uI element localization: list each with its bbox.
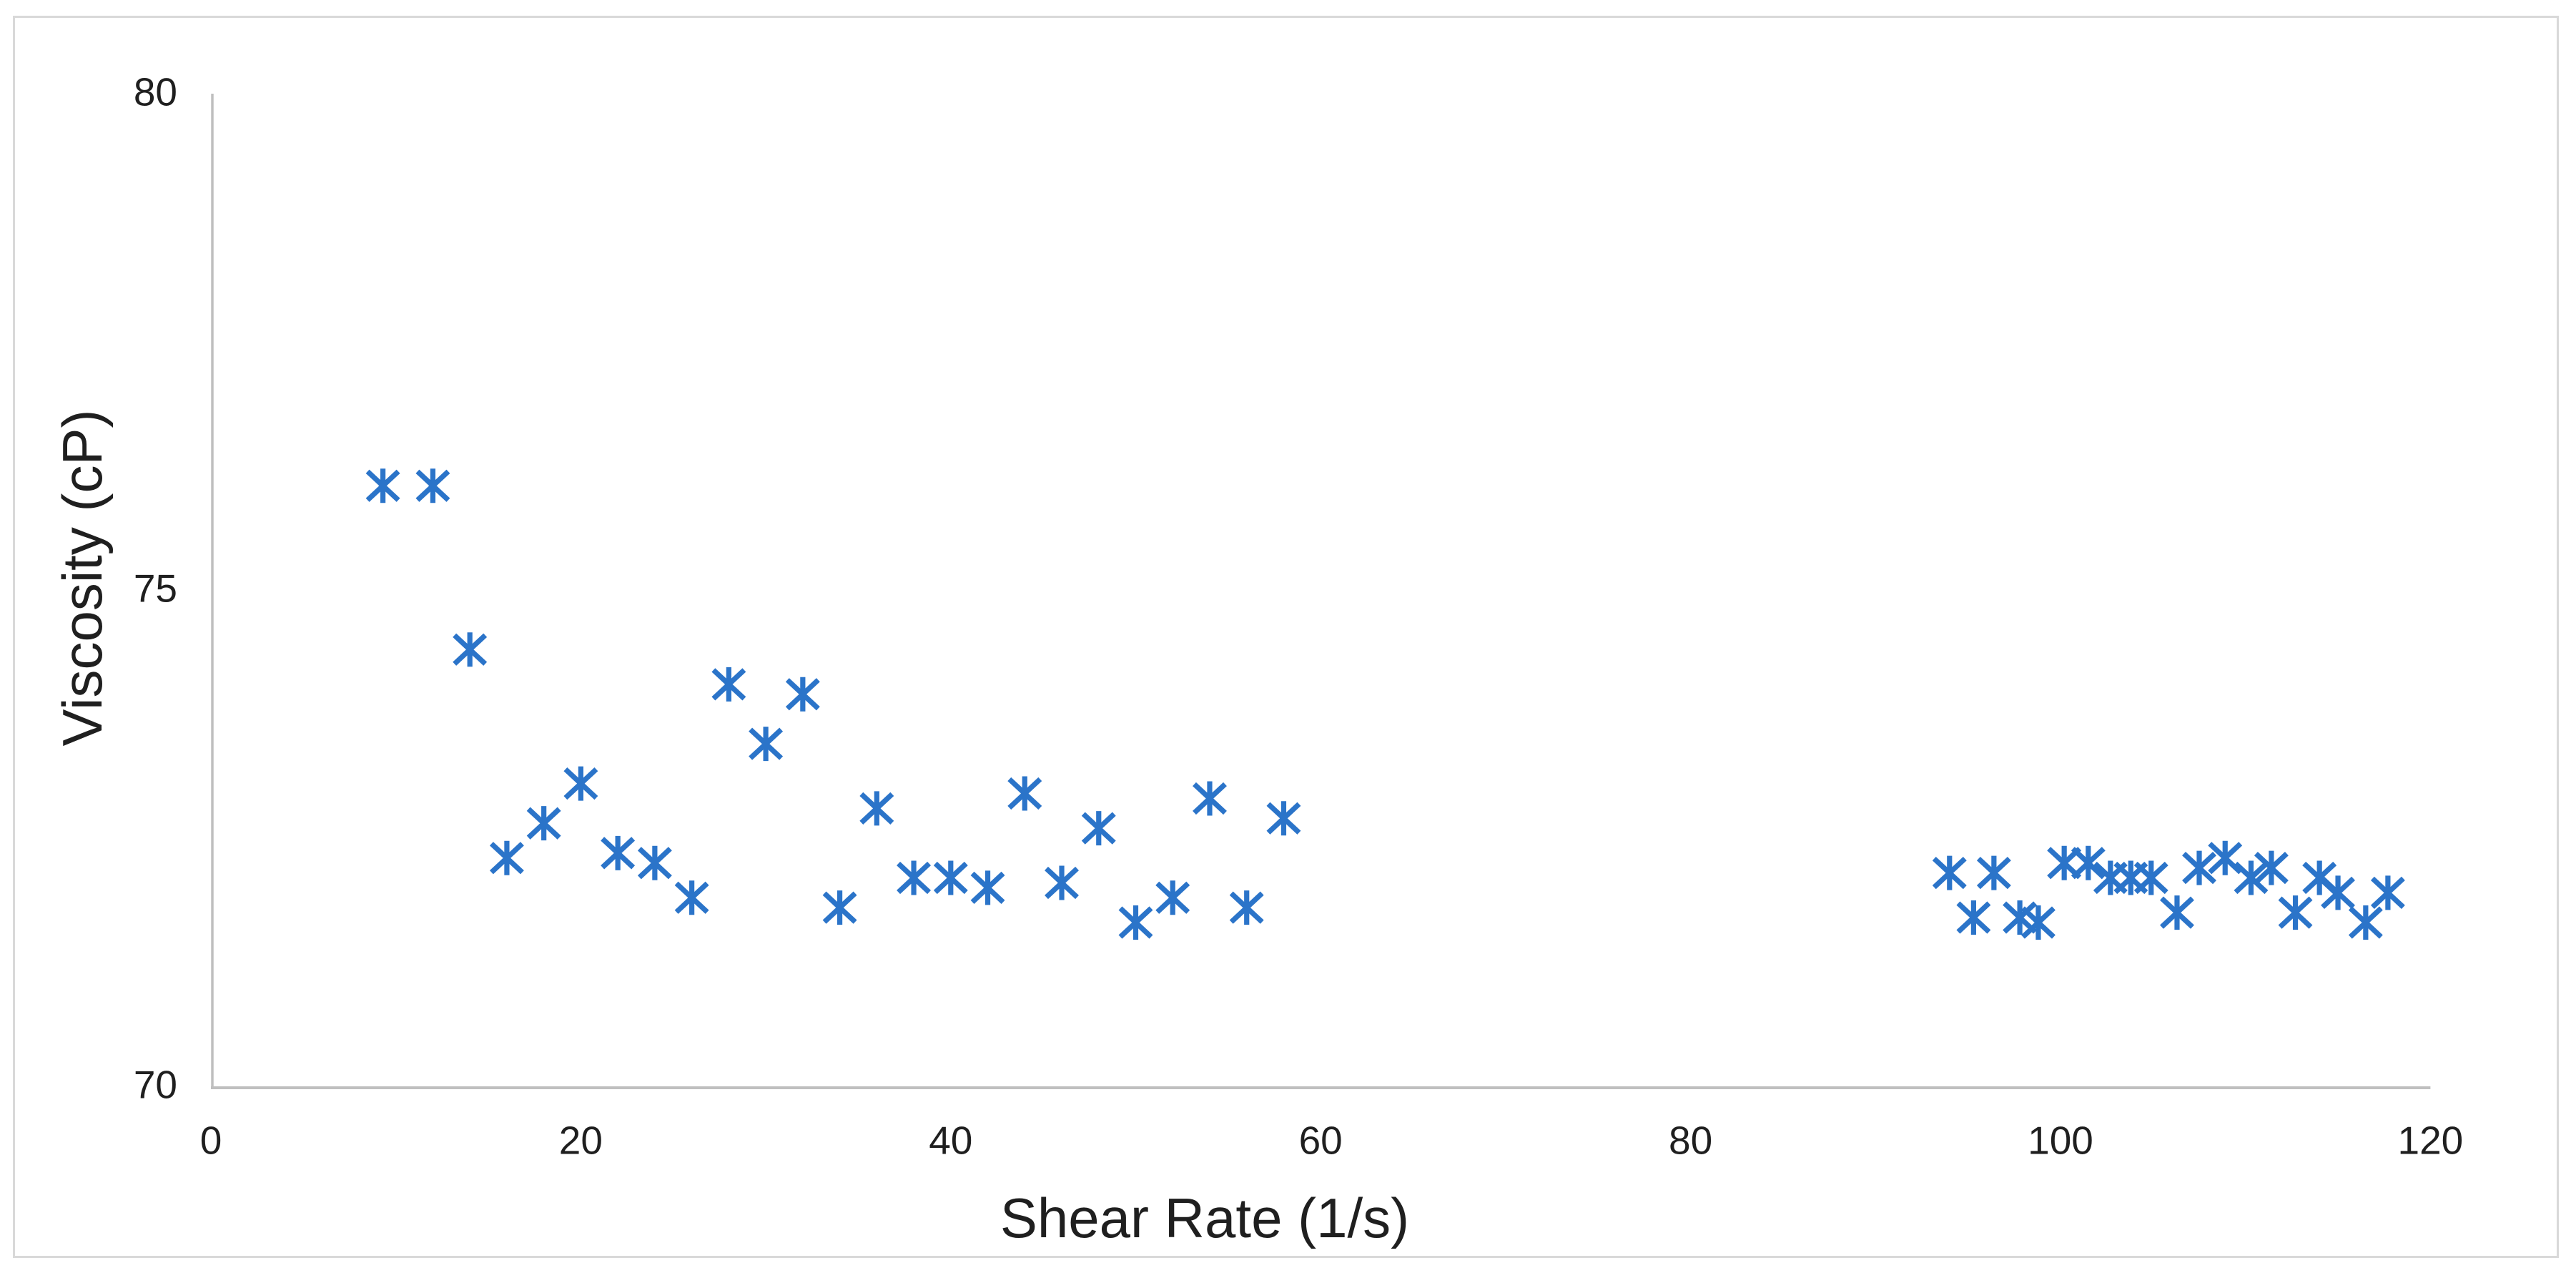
data-point-marker [1045, 865, 1079, 900]
data-point-marker [711, 667, 746, 702]
x-tick-label: 60 [1298, 1118, 1343, 1163]
data-point-marker [2278, 895, 2313, 930]
data-point-marker [859, 791, 894, 826]
data-point-marker [970, 870, 1005, 905]
data-point-marker [637, 845, 672, 880]
data-point-marker [897, 860, 932, 895]
data-point-marker [1956, 900, 1991, 935]
x-tick-label: 0 [199, 1118, 222, 1163]
data-point-marker [2182, 850, 2216, 885]
data-point-marker [2321, 875, 2356, 910]
data-point-marker [2071, 845, 2106, 880]
data-point-marker [674, 880, 709, 915]
x-tick-label: 100 [2028, 1118, 2093, 1163]
data-point-marker [2133, 860, 2168, 895]
data-point-marker [1229, 890, 1264, 925]
data-point-marker [489, 840, 524, 875]
data-point-marker [2208, 840, 2243, 875]
y-tick-label: 70 [133, 1062, 177, 1107]
data-point-marker [1266, 801, 1301, 836]
x-axis-title: Shear Rate (1/s) [1000, 1186, 1410, 1249]
data-point-marker [365, 468, 400, 503]
data-point-marker [1081, 811, 1116, 846]
data-point-markers [365, 468, 2405, 940]
y-tick-label: 75 [133, 566, 177, 611]
data-point-marker [1193, 781, 1227, 816]
data-point-marker [1932, 855, 1967, 890]
data-point-marker [749, 727, 784, 762]
data-point-marker [2160, 895, 2194, 930]
data-point-marker [1118, 905, 1153, 940]
x-tick-label: 20 [558, 1118, 603, 1163]
data-point-marker [601, 835, 636, 870]
x-tick-label: 40 [929, 1118, 973, 1163]
data-point-marker [785, 677, 820, 712]
data-point-marker [2254, 850, 2289, 885]
data-point-marker [453, 632, 488, 667]
y-tick-label: 80 [133, 69, 177, 114]
data-point-marker [2370, 875, 2405, 910]
data-point-marker [1976, 855, 2011, 890]
data-point-marker [2234, 860, 2269, 895]
y-axis-title: Viscosity (cP) [51, 409, 114, 747]
data-point-marker [822, 890, 857, 925]
axis-lines [211, 94, 2431, 1089]
data-point-marker [415, 468, 450, 503]
data-point-marker [1155, 880, 1190, 915]
data-point-marker [563, 766, 598, 801]
data-point-marker [2021, 905, 2056, 940]
data-point-marker [933, 860, 968, 895]
data-point-marker [526, 806, 561, 841]
x-tick-label: 120 [2397, 1118, 2464, 1163]
data-point-marker [2302, 860, 2337, 895]
x-tick-label: 80 [1669, 1118, 1713, 1163]
chart-border-frame [13, 16, 2559, 1258]
data-point-marker [2348, 905, 2383, 940]
data-point-marker [1007, 776, 1042, 811]
